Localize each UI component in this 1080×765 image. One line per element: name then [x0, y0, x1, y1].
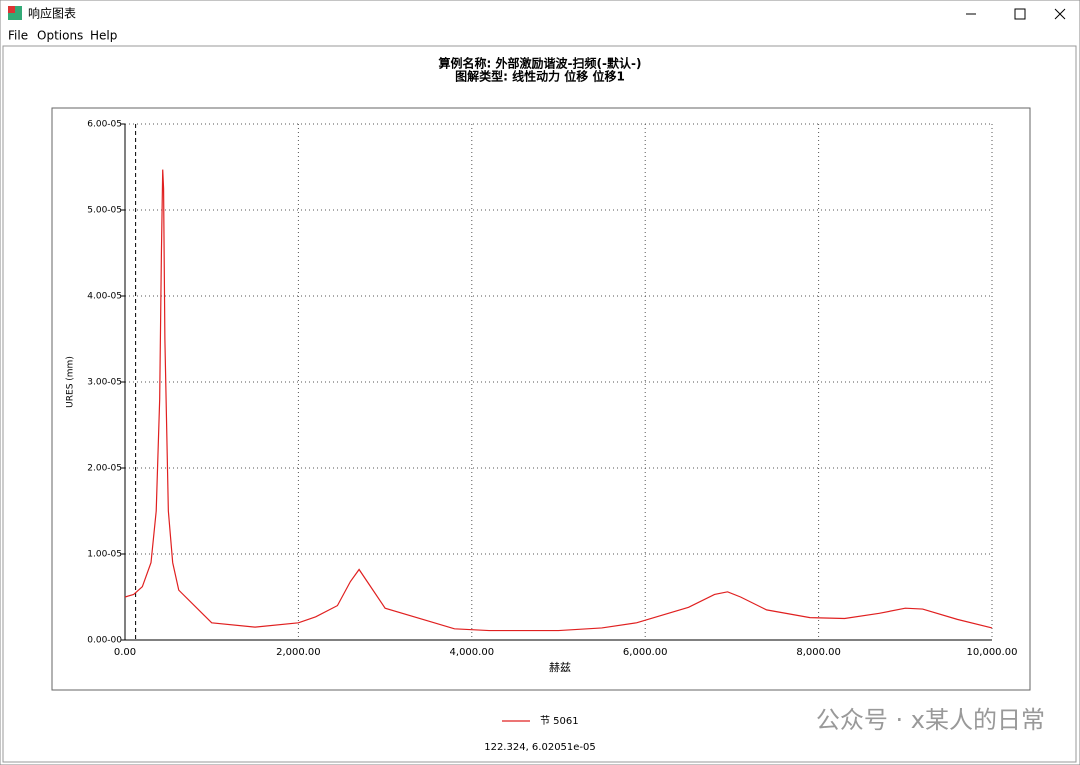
maximize-button[interactable] — [1014, 8, 1026, 20]
cursor-readout: 122.324, 6.02051e-05 — [484, 742, 596, 753]
chart-frame — [51, 107, 1031, 691]
y-tick-label: 6.00-05 — [87, 120, 122, 130]
x-tick-label: 10,000.00 — [967, 647, 1018, 658]
watermark: 公众号 · x某人的日常 — [816, 706, 1045, 734]
y-tick-label: 3.00-05 — [87, 378, 122, 388]
window-title: 响应图表 — [28, 6, 76, 21]
x-tick-label: 6,000.00 — [623, 647, 668, 658]
chart-subtitle: 图解类型: 线性动力 位移 位移1 — [455, 69, 625, 84]
y-axis-label: URES (mm) — [66, 356, 76, 408]
chart-title: 算例名称: 外部激励谐波-扫频(-默认-) — [439, 56, 642, 71]
app-icon-part — [8, 6, 15, 13]
y-tick-label: 0.00-00 — [87, 636, 122, 646]
close-button[interactable] — [1054, 8, 1066, 20]
menu-options[interactable]: Options — [37, 29, 83, 43]
data-line — [124, 169, 993, 632]
x-tick-label: 0.00 — [114, 647, 136, 658]
menu-help[interactable]: Help — [90, 29, 117, 43]
x-axis-label: 赫兹 — [549, 661, 571, 674]
x-tick-label: 4,000.00 — [450, 647, 495, 658]
x-tick-label: 8,000.00 — [796, 647, 841, 658]
menu-file[interactable]: File — [8, 29, 28, 43]
x-tick-label: 2,000.00 — [276, 647, 321, 658]
legend-label: 节 5061 — [540, 715, 579, 727]
y-tick-label: 4.00-05 — [87, 292, 122, 302]
y-tick-label: 5.00-05 — [87, 206, 122, 216]
y-tick-label: 1.00-05 — [87, 550, 122, 560]
y-tick-label: 2.00-05 — [87, 464, 122, 474]
